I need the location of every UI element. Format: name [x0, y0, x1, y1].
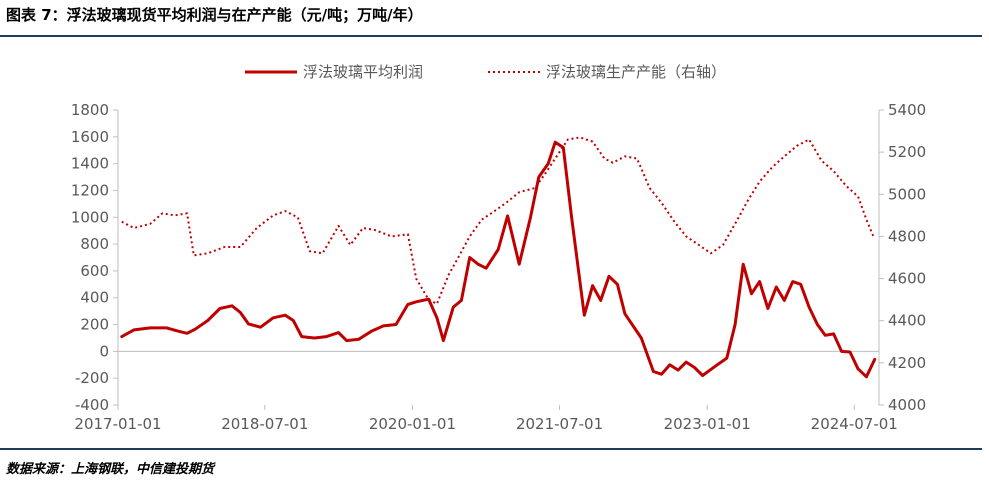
series-layer [120, 136, 877, 379]
right-axis: 4000 4200 4400 4600 4800 5000 5200 5400 [878, 101, 926, 414]
right-tick-label: 4000 [888, 396, 926, 414]
x-tick-label: 2024-07-01 [811, 415, 898, 433]
left-tick-label: 600 [80, 262, 109, 280]
legend: 浮法玻璃平均利润 浮法玻璃生产产能（右轴） [245, 63, 726, 81]
left-tick-label: 0 [99, 342, 109, 360]
x-tick-label: 2018-07-01 [221, 415, 308, 433]
legend-label-capacity: 浮法玻璃生产产能（右轴） [546, 63, 726, 81]
left-tick-label: 1600 [71, 128, 109, 146]
left-tick-label: 1200 [71, 181, 109, 199]
chart: -400 -200 0 200 400 600 800 1000 1200 1400 1600 180… [71, 63, 926, 433]
right-tick-label: 4400 [888, 312, 926, 330]
source-note: 数据来源：上海钢联，中信建投期货 [6, 462, 215, 477]
series-line-profit [120, 140, 877, 379]
left-tick-label: -200 [75, 369, 109, 387]
right-tick-label: 4600 [888, 270, 926, 288]
x-tick-label: 2017-01-01 [74, 415, 161, 433]
left-tick-label: 1800 [71, 101, 109, 119]
left-tick-label: 800 [80, 235, 109, 253]
x-tick-label: 2020-01-01 [369, 415, 456, 433]
right-tick-label: 4800 [888, 227, 926, 245]
x-tick-label: 2021-07-01 [516, 415, 603, 433]
left-tick-label: 200 [80, 316, 109, 334]
x-axis: 2017-01-01 2018-07-01 2020-01-01 2021-07-01… [74, 350, 898, 433]
left-axis: -400 -200 0 200 400 600 800 1000 1200 1400 1600 180… [71, 101, 119, 414]
legend-label-profit: 浮法玻璃平均利润 [303, 63, 423, 81]
right-tick-label: 5000 [888, 185, 926, 203]
right-tick-label: 5200 [888, 143, 926, 161]
right-tick-label: 5400 [888, 101, 926, 119]
top-rule [0, 35, 982, 37]
left-tick-label: 400 [80, 289, 109, 307]
left-tick-label: -400 [75, 396, 109, 414]
left-tick-label: 1400 [71, 155, 109, 173]
bottom-rule [0, 448, 982, 450]
figure-title: 图表 7：浮法玻璃现货平均利润与在产产能（元/吨；万吨/年） [6, 6, 423, 24]
series-line-capacity [121, 136, 875, 305]
right-tick-label: 4200 [888, 354, 926, 372]
x-tick-label: 2023-01-01 [664, 415, 751, 433]
left-tick-label: 1000 [71, 208, 109, 226]
